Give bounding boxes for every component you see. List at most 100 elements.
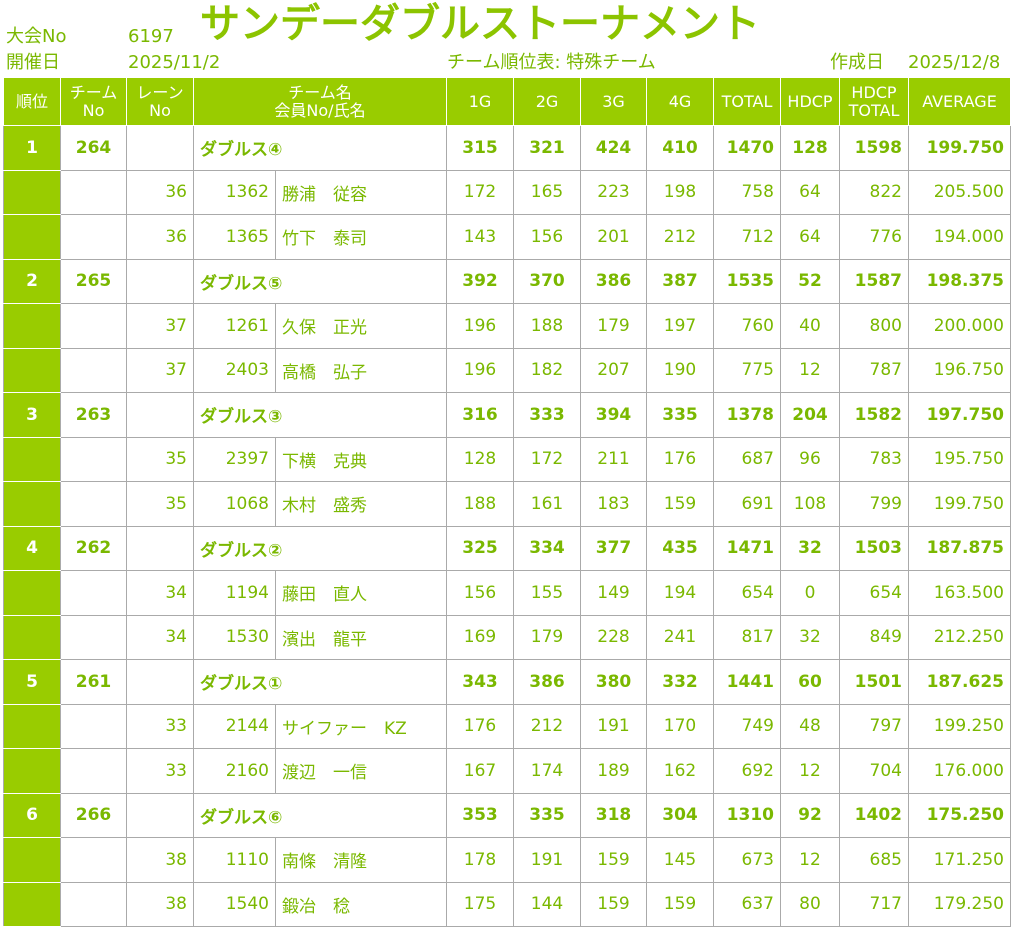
score-cell: 800 <box>839 303 909 349</box>
score-cell: 128 <box>780 125 840 171</box>
team-no-cell: 265 <box>60 258 127 304</box>
team-no-cell <box>60 347 127 393</box>
score-cell: 12 <box>780 837 840 883</box>
score-cell: 783 <box>839 436 909 482</box>
score-cell: 196 <box>446 347 514 393</box>
member-name-cell: 藤田 直人 <box>275 570 447 616</box>
score-cell: 1402 <box>839 792 909 838</box>
score-cell: 159 <box>646 481 714 527</box>
score-cell: 377 <box>580 525 647 571</box>
score-cell: 179.250 <box>908 881 1011 927</box>
score-cell: 386 <box>513 659 581 705</box>
member-no-cell: 1194 <box>193 570 276 616</box>
score-cell: 144 <box>513 881 581 927</box>
rank-cell <box>3 347 61 393</box>
score-cell: 212 <box>513 703 581 749</box>
team-row: 5 261 ダブルス① 343 386 380 332 1441 60 1501 187.625 <box>3 659 1011 705</box>
score-cell: 178 <box>446 837 514 883</box>
score-cell: 48 <box>780 703 840 749</box>
rank-cell <box>3 703 61 749</box>
score-cell: 201 <box>580 214 647 260</box>
score-cell: 96 <box>780 436 840 482</box>
score-cell: 195.750 <box>908 436 1011 482</box>
column-header: 1G <box>446 77 514 126</box>
column-header-line: チーム <box>69 82 118 102</box>
score-cell: 156 <box>513 214 581 260</box>
score-cell: 380 <box>580 659 647 705</box>
score-cell: 174 <box>513 748 581 794</box>
score-cell: 1470 <box>713 125 781 171</box>
column-header-line: No <box>82 100 105 120</box>
rank-cell <box>3 303 61 349</box>
rank-cell: 5 <box>3 659 61 705</box>
member-name-cell: 南條 清隆 <box>275 837 447 883</box>
score-cell: 179 <box>580 303 647 349</box>
score-cell: 799 <box>839 481 909 527</box>
lane-cell: 38 <box>126 837 194 883</box>
score-cell: 159 <box>646 881 714 927</box>
team-row: 3 263 ダブルス③ 316 333 394 335 1378 204 1582 197.750 <box>3 392 1011 438</box>
column-header: TOTAL <box>713 77 781 126</box>
team-no-cell <box>60 748 127 794</box>
tournament-label: 大会No <box>6 26 67 47</box>
score-cell: 1503 <box>839 525 909 571</box>
member-no-cell: 1365 <box>193 214 276 260</box>
team-no-cell <box>60 481 127 527</box>
score-cell: 143 <box>446 214 514 260</box>
column-header-line: HDCP <box>787 91 833 111</box>
score-cell: 128 <box>446 436 514 482</box>
score-cell: 333 <box>513 392 581 438</box>
score-cell: 176.000 <box>908 748 1011 794</box>
score-cell: 183 <box>580 481 647 527</box>
score-cell: 108 <box>780 481 840 527</box>
column-header-line: 2G <box>535 91 559 111</box>
lane-cell: 36 <box>126 214 194 260</box>
score-cell: 410 <box>646 125 714 171</box>
score-cell: 241 <box>646 614 714 660</box>
score-cell: 353 <box>446 792 514 838</box>
score-cell: 424 <box>580 125 647 171</box>
member-name-cell: 竹下 泰司 <box>275 214 447 260</box>
member-no-cell: 2144 <box>193 703 276 749</box>
score-cell: 1598 <box>839 125 909 171</box>
score-cell: 673 <box>713 837 781 883</box>
team-no-cell: 264 <box>60 125 127 171</box>
team-no-cell: 266 <box>60 792 127 838</box>
score-cell: 335 <box>513 792 581 838</box>
rank-cell <box>3 881 61 927</box>
score-cell: 712 <box>713 214 781 260</box>
score-cell: 849 <box>839 614 909 660</box>
score-cell: 1378 <box>713 392 781 438</box>
rank-cell: 1 <box>3 125 61 171</box>
team-no-cell <box>60 614 127 660</box>
member-name-cell: 久保 正光 <box>275 303 447 349</box>
score-cell: 1441 <box>713 659 781 705</box>
column-header-line: 順位 <box>15 91 48 111</box>
score-cell: 1587 <box>839 258 909 304</box>
table-body: 1 264 ダブルス④ 315 321 424 410 1470 128 1598 199.750 3… <box>3 125 1011 927</box>
member-row: 33 2144 サイファー KZ 176 212 191 170 749 48 797 199.25… <box>3 703 1011 749</box>
score-cell: 435 <box>646 525 714 571</box>
score-cell: 179 <box>513 614 581 660</box>
score-cell: 80 <box>780 881 840 927</box>
rank-cell <box>3 481 61 527</box>
team-no-cell <box>60 570 127 616</box>
column-header-line: TOTAL <box>848 100 900 120</box>
score-cell: 156 <box>446 570 514 616</box>
score-cell: 315 <box>446 125 514 171</box>
score-cell: 64 <box>780 169 840 215</box>
member-row: 35 1068 木村 盛秀 188 161 183 159 691 108 799 199.750 <box>3 481 1011 527</box>
lane-cell: 33 <box>126 703 194 749</box>
member-name-cell: 勝浦 従容 <box>275 169 447 215</box>
member-name-cell: 渡辺 一信 <box>275 748 447 794</box>
member-row: 36 1362 勝浦 従容 172 165 223 198 758 64 822 205.500 <box>3 169 1011 215</box>
team-name-cell: ダブルス② <box>193 525 447 571</box>
lane-cell: 37 <box>126 303 194 349</box>
score-cell: 685 <box>839 837 909 883</box>
date-label: 開催日 <box>6 52 60 73</box>
score-cell: 343 <box>446 659 514 705</box>
member-no-cell: 2397 <box>193 436 276 482</box>
lane-cell: 34 <box>126 614 194 660</box>
member-no-cell: 1110 <box>193 837 276 883</box>
score-cell: 386 <box>580 258 647 304</box>
